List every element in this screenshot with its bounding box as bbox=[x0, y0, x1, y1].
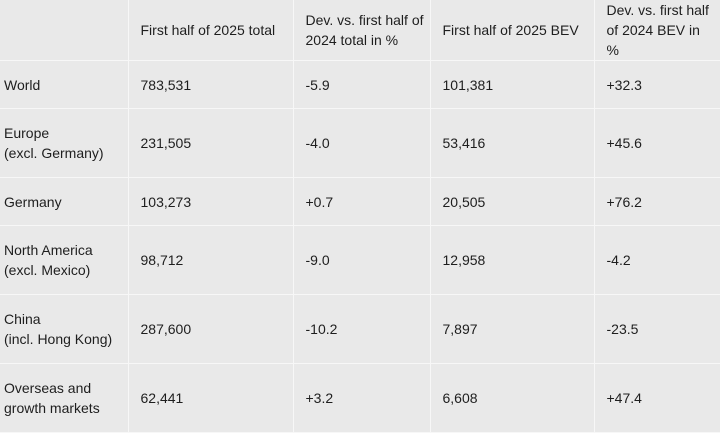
table-row: Europe (excl. Germany) 231,505 -4.0 53,41… bbox=[0, 108, 720, 178]
header-region bbox=[0, 0, 129, 61]
region-cell: North America (excl. Mexico) bbox=[0, 225, 129, 295]
total-cell: 98,712 bbox=[127, 225, 294, 295]
dev-bev-cell: +45.6 bbox=[593, 108, 720, 178]
total-cell: 231,505 bbox=[127, 108, 294, 178]
dev-total-cell: -9.0 bbox=[292, 225, 431, 295]
dev-bev-cell: -4.2 bbox=[593, 225, 720, 295]
total-cell: 783,531 bbox=[127, 60, 294, 109]
total-cell: 103,273 bbox=[127, 177, 294, 226]
bev-cell: 53,416 bbox=[429, 108, 595, 178]
header-bev-2025: First half of 2025 BEV bbox=[429, 0, 595, 61]
bev-cell: 7,897 bbox=[429, 294, 595, 364]
total-cell: 62,441 bbox=[127, 363, 294, 433]
dev-total-cell: -4.0 bbox=[292, 108, 431, 178]
region-cell: China (incl. Hong Kong) bbox=[0, 294, 129, 364]
header-dev-bev: Dev. vs. first half of 2024 BEV in % bbox=[593, 0, 720, 61]
dev-total-cell: +3.2 bbox=[292, 363, 431, 433]
total-cell: 287,600 bbox=[127, 294, 294, 364]
region-cell: Overseas and growth markets bbox=[0, 363, 129, 433]
header-total-2025: First half of 2025 total bbox=[127, 0, 294, 61]
dev-bev-cell: +76.2 bbox=[593, 177, 720, 226]
table-row: Overseas and growth markets 62,441 +3.2 6… bbox=[0, 363, 720, 433]
dev-total-cell: -10.2 bbox=[292, 294, 431, 364]
dev-total-cell: +0.7 bbox=[292, 177, 431, 226]
table-row: North America (excl. Mexico) 98,712 -9.0 … bbox=[0, 225, 720, 295]
table-row: China (incl. Hong Kong) 287,600 -10.2 7,8… bbox=[0, 294, 720, 364]
table-header-row: First half of 2025 total Dev. vs. first … bbox=[0, 0, 720, 61]
table-row: World 783,531 -5.9 101,381 +32.3 bbox=[0, 60, 720, 109]
bev-cell: 20,505 bbox=[429, 177, 595, 226]
header-dev-total: Dev. vs. first half of 2024 total in % bbox=[292, 0, 431, 61]
dev-bev-cell: +32.3 bbox=[593, 60, 720, 109]
dev-bev-cell: -23.5 bbox=[593, 294, 720, 364]
bev-cell: 6,608 bbox=[429, 363, 595, 433]
dev-total-cell: -5.9 bbox=[292, 60, 431, 109]
dev-bev-cell: +47.4 bbox=[593, 363, 720, 433]
bev-cell: 101,381 bbox=[429, 60, 595, 109]
region-cell: World bbox=[0, 60, 129, 109]
region-cell: Europe (excl. Germany) bbox=[0, 108, 129, 178]
region-cell: Germany bbox=[0, 177, 129, 226]
table-row: Germany 103,273 +0.7 20,505 +76.2 bbox=[0, 177, 720, 226]
bev-cell: 12,958 bbox=[429, 225, 595, 295]
